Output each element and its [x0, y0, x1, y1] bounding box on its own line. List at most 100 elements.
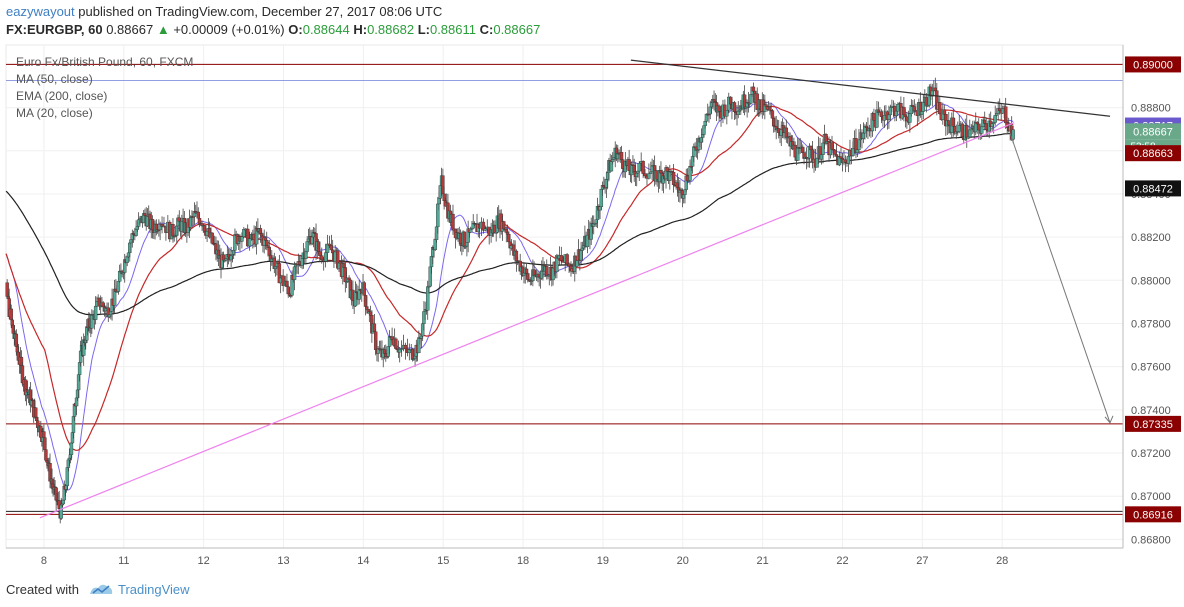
footer: Created with TradingView — [0, 574, 1184, 607]
x-tick-label: 14 — [357, 555, 369, 567]
candle-body — [481, 221, 486, 231]
level-price-label: 0.87335 — [1133, 419, 1173, 431]
price-chart[interactable]: 0.86800 0.87000 0.87200 0.87400 0.87600 0.878… — [0, 42, 1184, 574]
candle-body — [833, 149, 837, 155]
candle-body — [399, 348, 404, 350]
candle-body — [879, 111, 884, 117]
open-value: 0.88644 — [302, 22, 350, 37]
candle-body — [851, 148, 855, 156]
legend-ma20[interactable]: MA (20, close) — [16, 106, 93, 120]
projection-arrow[interactable] — [1009, 133, 1111, 423]
candle-body — [864, 125, 869, 128]
candle-body — [325, 243, 330, 253]
candle-body — [882, 115, 887, 121]
candle-body — [887, 114, 891, 120]
price-tag-ema200 — [1125, 180, 1181, 197]
candle-body — [809, 145, 813, 151]
y-tick-label: 0.87200 — [1131, 448, 1171, 460]
x-tick-label: 27 — [916, 555, 928, 567]
y-tick-label: 0.88800 — [1131, 103, 1171, 115]
candle-body — [947, 120, 951, 126]
candle-body — [992, 122, 996, 125]
candle-body — [619, 152, 624, 160]
arrow-head-icon — [1104, 415, 1114, 424]
level-price-tag — [1125, 506, 1181, 523]
candle-body — [736, 111, 740, 115]
candle-body — [240, 236, 244, 242]
symbol-line: FX:EURGBP, 60 0.88667 ▲ +0.00009 (+0.01%… — [6, 22, 540, 37]
candle-body — [9, 308, 13, 321]
candle-body — [245, 228, 250, 247]
x-tick-label: 22 — [836, 555, 848, 567]
candle-body — [980, 126, 984, 134]
author-link[interactable]: eazywayout — [6, 4, 75, 19]
candle-body — [942, 109, 947, 115]
candle-body — [318, 251, 322, 256]
level-price-label: 0.86916 — [1133, 509, 1173, 521]
candle-body — [1011, 129, 1015, 140]
high-label: H: — [353, 22, 368, 37]
y-tick-label: 0.87800 — [1131, 318, 1171, 330]
candle-body — [61, 499, 65, 505]
close-label: C: — [479, 22, 494, 37]
candle-body — [894, 110, 899, 117]
indicators — [5, 101, 1014, 491]
candle-body — [911, 104, 915, 107]
candle-body — [819, 154, 824, 160]
y-tick-label: 0.87000 — [1131, 491, 1171, 503]
candle-body — [158, 224, 162, 231]
price-label-last: 0.88667 — [1133, 126, 1173, 138]
tradingview-logo-icon[interactable] — [88, 580, 114, 598]
candle-body — [872, 113, 876, 121]
candle-body — [323, 252, 328, 262]
candle-body — [834, 154, 839, 157]
legend-ema200[interactable]: EMA (200, close) — [16, 89, 108, 103]
candle-body — [403, 344, 408, 350]
candle-body — [770, 110, 775, 119]
tradingview-brand[interactable]: TradingView — [118, 582, 190, 597]
ma50-line[interactable] — [5, 105, 1014, 451]
candle-body — [902, 106, 906, 116]
candle-body — [725, 109, 729, 117]
candle-body — [559, 255, 564, 261]
x-tick-label: 12 — [198, 555, 210, 567]
axes: 0.86800 0.87000 0.87200 0.87400 0.87600 0.878… — [6, 45, 1181, 567]
candle-body — [1003, 106, 1008, 124]
ma20-line[interactable] — [5, 101, 1014, 491]
candle-body — [957, 125, 961, 132]
x-tick-label: 11 — [118, 555, 129, 567]
resistance-trendline[interactable] — [630, 59, 1111, 117]
candle-body — [320, 255, 324, 261]
candle-body — [920, 111, 924, 115]
x-tick-label: 8 — [41, 555, 47, 567]
high-value: 0.88682 — [367, 22, 415, 37]
close-value: 0.88667 — [493, 22, 541, 37]
candle-body — [647, 173, 651, 179]
candle-body — [993, 115, 997, 123]
candle-body — [896, 104, 900, 112]
legend-ma50[interactable]: MA (50, close) — [16, 72, 93, 86]
candle-body — [998, 108, 1002, 112]
price-label-ma50: 0.88663 — [1133, 148, 1173, 160]
candle-body — [305, 241, 309, 252]
horizontal-levels — [6, 63, 1123, 515]
price-change: +0.00009 (+0.01%) — [173, 22, 285, 37]
low-value: 0.88611 — [429, 22, 476, 37]
candle-body — [567, 263, 571, 267]
x-tick-label: 19 — [597, 555, 609, 567]
low-label: L: — [417, 22, 430, 37]
candle-body — [764, 104, 768, 107]
symbol: FX:EURGBP, 60 — [6, 22, 103, 37]
candle-body — [247, 238, 252, 247]
support-trendline[interactable] — [39, 122, 1015, 519]
chart-legend: Euro Fx/British Pound, 60, FXCM MA (50, … — [16, 54, 193, 122]
candle-body — [160, 224, 164, 227]
last-price: 0.88667 — [106, 22, 154, 37]
annotations — [39, 59, 1114, 519]
candle-body — [855, 149, 860, 153]
published-text: published on TradingView.com, December 2… — [78, 4, 443, 19]
candle-body — [347, 277, 351, 281]
level-price-tag — [1125, 415, 1181, 432]
candle-body — [908, 113, 912, 123]
x-tick-label: 20 — [677, 555, 689, 567]
